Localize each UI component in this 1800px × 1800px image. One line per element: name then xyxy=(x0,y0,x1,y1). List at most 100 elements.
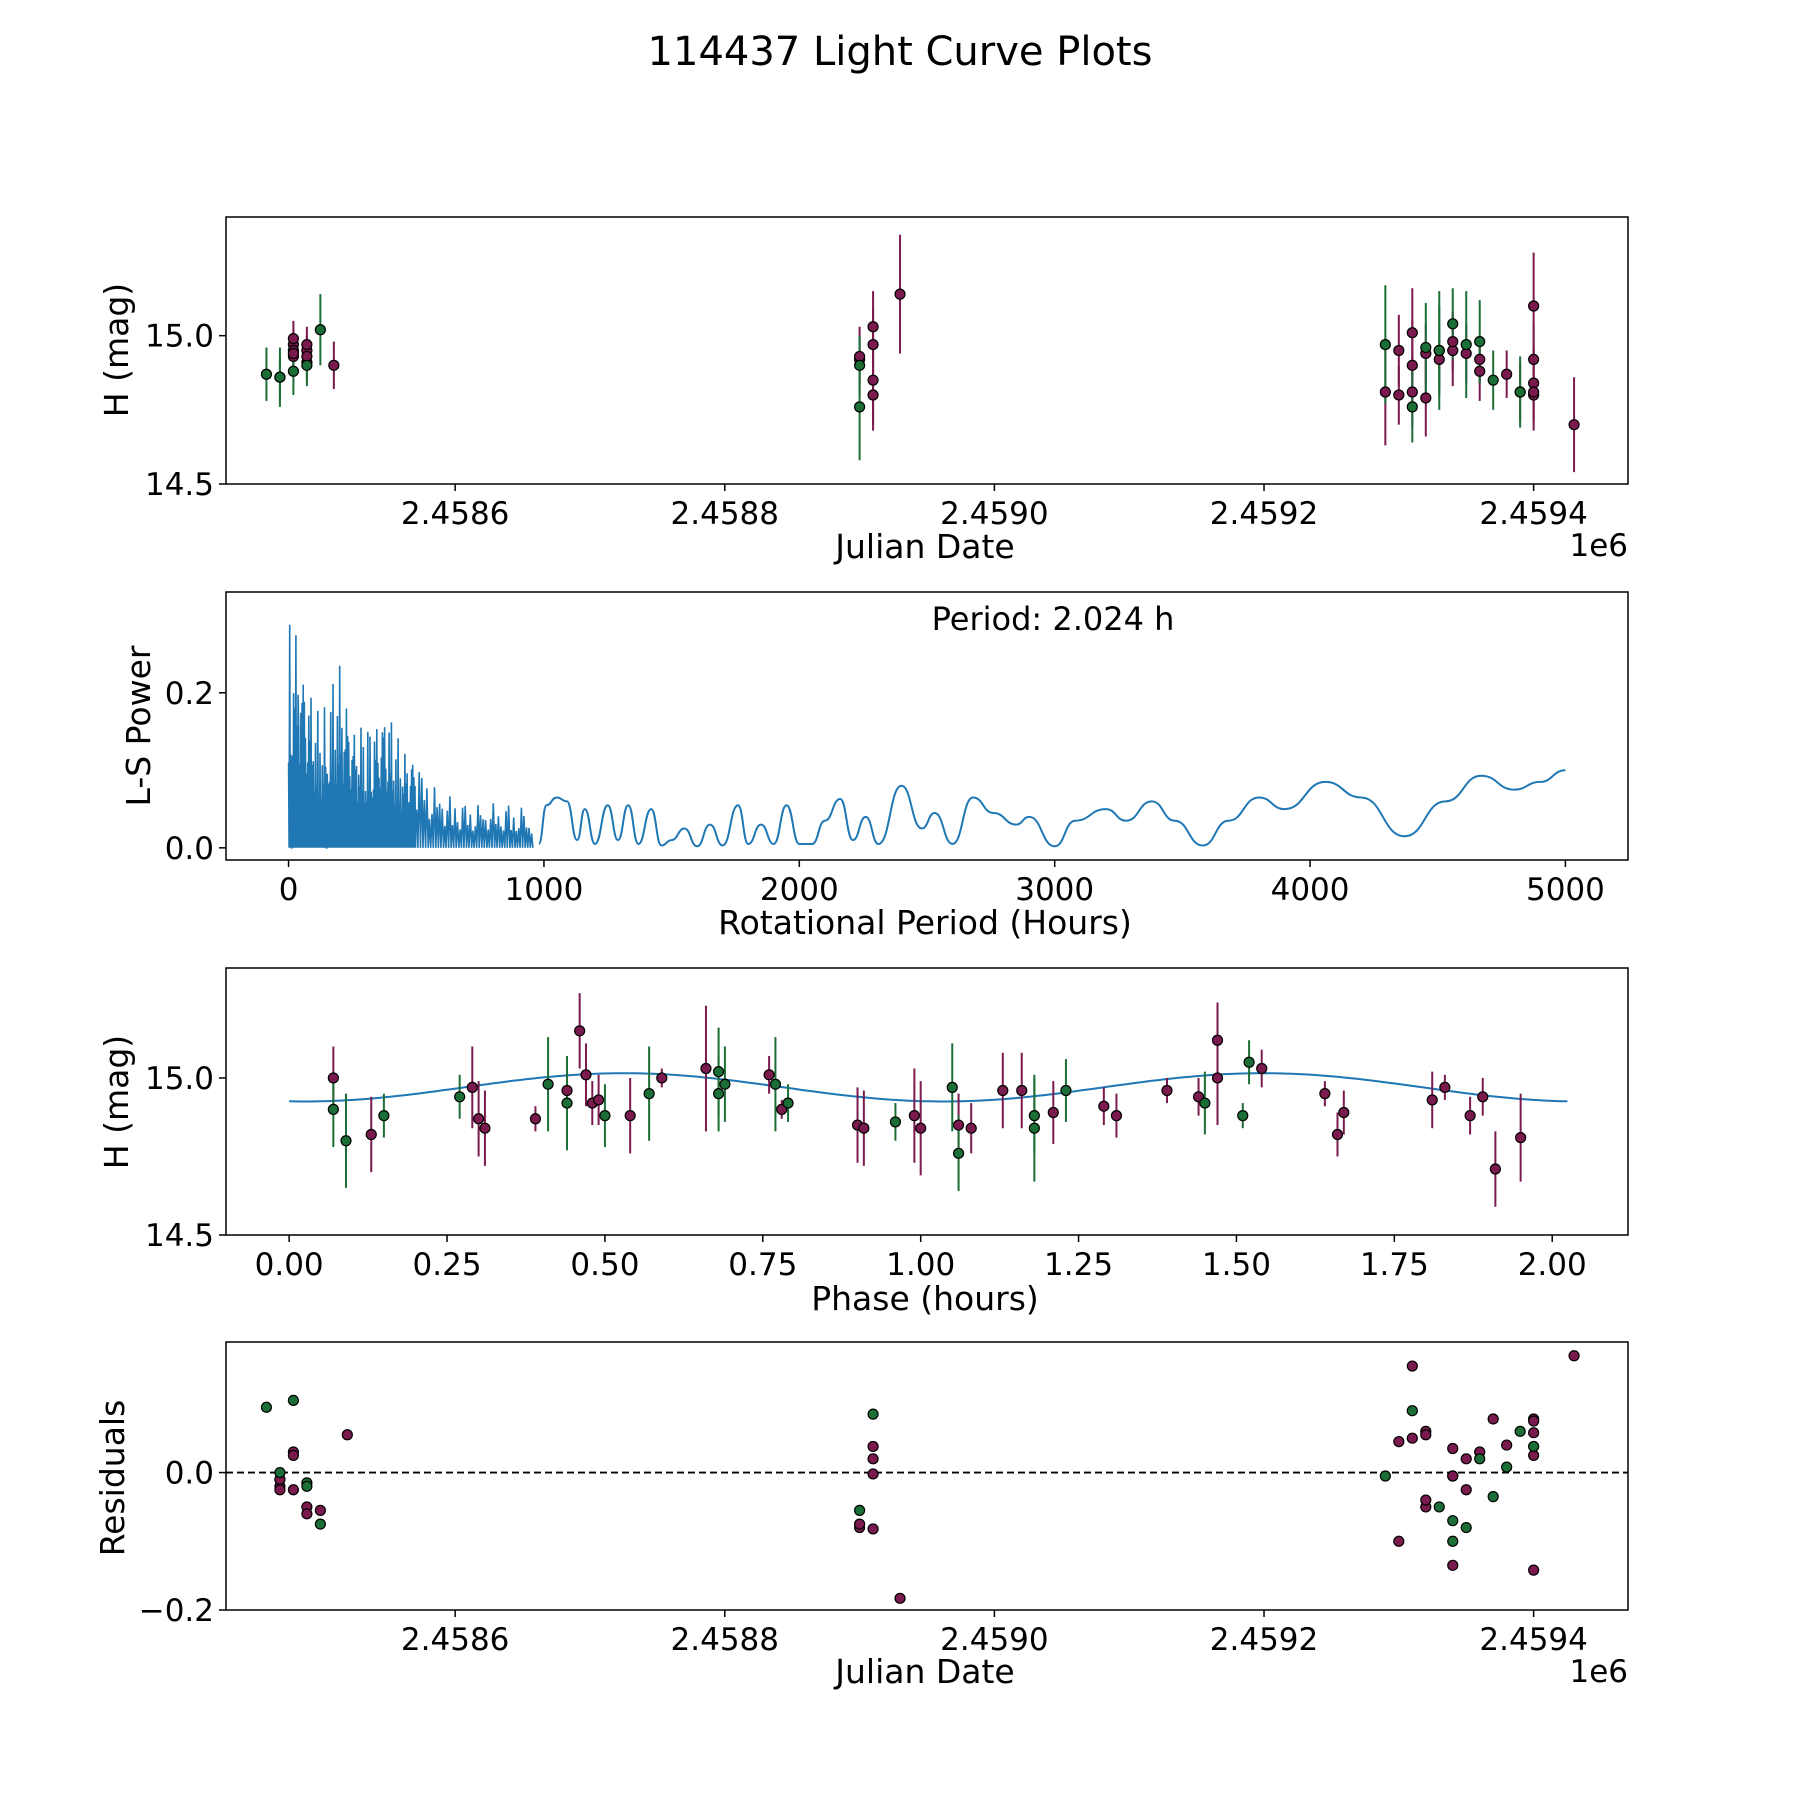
lightcurve-point-purple xyxy=(1474,353,1486,365)
phased-point-purple xyxy=(1211,1034,1224,1046)
lightcurve-panel: 2.4586 2.4588 2.4590 2.4592 2.4594 14.5 15.0 xyxy=(145,216,1629,532)
phased-point-purple xyxy=(574,1025,586,1037)
1-xtick-label: 1000 xyxy=(504,872,583,908)
residuals-point-green xyxy=(1379,1470,1391,1482)
phased-point-green xyxy=(712,1066,725,1078)
residuals-point-green xyxy=(1433,1501,1445,1513)
lightcurve-point-purple xyxy=(1406,327,1418,339)
phased-point-green xyxy=(542,1078,554,1090)
phased-point-green xyxy=(327,1103,339,1115)
lightcurve-point-purple xyxy=(328,359,340,371)
phased-point-purple xyxy=(593,1094,605,1106)
lightcurve-ylabel: H (mag) xyxy=(97,283,136,417)
residuals-point-purple xyxy=(894,1592,906,1604)
lightcurve-point-green xyxy=(1487,374,1499,386)
2-xtick-label: 0.50 xyxy=(570,1247,639,1283)
residuals-ylabel: Residuals xyxy=(93,1400,132,1557)
2-xtick-label: 1.25 xyxy=(1044,1247,1113,1283)
3-frame xyxy=(225,1341,1629,1611)
lightcurve-point-purple xyxy=(1406,386,1418,398)
residuals-point-purple xyxy=(1460,1484,1472,1496)
2-ytick-label: 14.5 xyxy=(145,1218,214,1254)
phased-point-purple xyxy=(466,1081,478,1093)
phased-point-green xyxy=(1060,1084,1072,1097)
phased-point-purple xyxy=(915,1122,927,1134)
phased-point-green xyxy=(1199,1097,1211,1109)
phased-point-purple xyxy=(1439,1081,1451,1093)
3-xtick-label: 2.4592 xyxy=(1210,1622,1318,1658)
lightcurve-point-green xyxy=(1420,341,1432,354)
phased-point-purple xyxy=(908,1110,920,1122)
lightcurve-point-green xyxy=(1460,338,1472,351)
phased-point-green xyxy=(719,1078,731,1090)
phased-point-purple xyxy=(479,1122,491,1134)
phased-point-purple xyxy=(763,1069,775,1081)
phased-point-green xyxy=(340,1135,352,1147)
phased-point-green xyxy=(643,1088,655,1100)
lightcurve-point-purple xyxy=(867,338,879,351)
phased-point-green xyxy=(1243,1056,1255,1068)
lightcurve-point-purple xyxy=(287,347,300,360)
residuals-point-purple xyxy=(1460,1453,1472,1465)
residuals-xlabel: Julian Date xyxy=(833,1652,1015,1691)
residuals-point-purple xyxy=(1528,1427,1540,1439)
residuals-point-purple xyxy=(853,1518,866,1530)
2-ytick-label: 15.0 xyxy=(145,1061,214,1097)
2-xtick-label: 0.25 xyxy=(413,1247,482,1283)
residuals-point-green xyxy=(260,1401,273,1413)
phased-point-purple xyxy=(1338,1106,1350,1119)
residuals-point-green xyxy=(1406,1405,1418,1417)
0-xtick-label: 2.4588 xyxy=(671,496,779,532)
residuals-point-purple xyxy=(1393,1535,1405,1547)
phased-point-green xyxy=(1237,1110,1249,1122)
lightcurve-point-purple xyxy=(1501,368,1513,380)
residuals-point-purple xyxy=(1447,1442,1459,1455)
residuals-point-purple xyxy=(1447,1470,1459,1482)
residuals-point-purple xyxy=(867,1453,879,1465)
residuals-point-green xyxy=(1514,1425,1526,1437)
lightcurve-point-purple xyxy=(1379,386,1391,398)
lightcurve-point-purple xyxy=(1393,389,1405,401)
3-ytick-label: 0.0 xyxy=(165,1456,214,1492)
1-xtick-label: 0 xyxy=(279,872,299,908)
0-xtick-label: 2.4594 xyxy=(1479,496,1587,532)
residuals-point-purple xyxy=(1487,1413,1499,1425)
1-xtick-label: 4000 xyxy=(1271,872,1350,908)
2-xtick-label: 2.00 xyxy=(1518,1247,1587,1283)
phased-point-purple xyxy=(1016,1084,1028,1097)
lightcurve-xlabel: Julian Date xyxy=(833,527,1015,566)
residuals-point-purple xyxy=(287,1449,300,1461)
phased-point-purple xyxy=(997,1084,1009,1097)
period-annotation: Period: 2.024 h xyxy=(932,600,1175,638)
phased-panel: 0.00 0.25 0.50 0.75 1.00 1.25 1.50 1.75 2.00 14.5… xyxy=(145,967,1629,1283)
residuals-point-green xyxy=(1487,1491,1499,1503)
phased-point-green xyxy=(1028,1122,1040,1134)
residuals-point-green xyxy=(314,1518,326,1530)
3-xtick-label: 2.4594 xyxy=(1479,1622,1587,1658)
lightcurve-point-green xyxy=(1406,401,1418,413)
lightcurve-point-green xyxy=(1379,338,1391,351)
lightcurve-point-purple xyxy=(1528,353,1540,365)
phased-point-purple xyxy=(365,1128,377,1141)
1-frame xyxy=(225,591,1629,861)
phased-point-purple xyxy=(529,1113,542,1125)
residuals-point-purple xyxy=(1568,1350,1580,1362)
phased-point-green xyxy=(946,1081,958,1093)
1-ytick-label: 0.2 xyxy=(165,676,214,712)
residuals-point-green xyxy=(1528,1440,1540,1453)
periodogram-ylabel: L-S Power xyxy=(119,645,158,806)
residuals-point-purple xyxy=(1420,1429,1432,1441)
phased-point-purple xyxy=(580,1069,592,1081)
3-ytick-label: −0.2 xyxy=(139,1593,214,1629)
residuals-point-green xyxy=(1460,1521,1472,1534)
lightcurve-point-purple xyxy=(1568,419,1580,431)
residuals-point-purple xyxy=(1447,1559,1459,1571)
residuals-offset-label: 1e6 xyxy=(1569,1654,1628,1690)
2-frame xyxy=(225,967,1629,1236)
residuals-point-purple xyxy=(1406,1432,1418,1444)
1-xtick-label: 3000 xyxy=(1015,872,1094,908)
phased-point-purple xyxy=(1464,1110,1476,1122)
residuals-point-purple xyxy=(1528,1415,1540,1427)
phased-point-purple xyxy=(561,1084,573,1097)
